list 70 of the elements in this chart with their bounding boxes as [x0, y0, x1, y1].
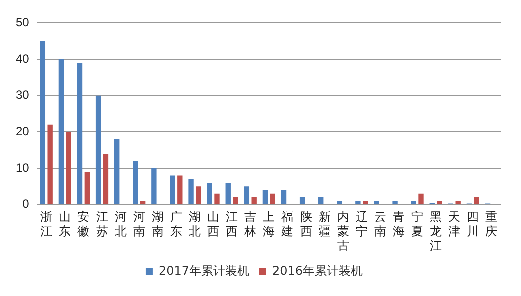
- x-tick-label: 四川: [467, 210, 480, 239]
- x-tick-label: 安徽: [78, 210, 90, 239]
- bar: [437, 201, 442, 204]
- bar: [152, 168, 157, 204]
- bar: [170, 176, 176, 204]
- x-tick-label: 广东: [170, 210, 182, 239]
- x-tick-label: 天津: [448, 210, 461, 239]
- x-tick-label: 辽宁: [356, 210, 368, 239]
- bar: [188, 179, 194, 204]
- bar: [374, 201, 380, 204]
- x-tick-label: 湖北: [188, 210, 201, 239]
- y-tick-label: 10: [16, 160, 30, 175]
- bar: [262, 190, 268, 204]
- x-tick-label: 吉林: [244, 210, 257, 239]
- bar: [363, 201, 368, 204]
- y-tick-label: 20: [16, 124, 30, 138]
- x-tick-label: 湖南: [152, 210, 164, 239]
- x-tick-label: 福建: [280, 210, 294, 239]
- y-tick-label: 50: [16, 16, 30, 30]
- bar: [214, 194, 220, 204]
- bar: [337, 201, 342, 204]
- bar: [207, 183, 212, 204]
- y-tick-label: 0: [22, 197, 30, 212]
- x-tick-label: 浙江: [40, 210, 53, 239]
- bar: [318, 198, 324, 204]
- x-tick-label: 黑龙江: [430, 210, 442, 253]
- bar: [58, 60, 64, 204]
- bar: [66, 132, 72, 204]
- bar: [270, 194, 276, 204]
- bar: [300, 198, 306, 204]
- x-tick-label: 上海: [263, 210, 276, 239]
- y-tick-label: 40: [16, 52, 30, 66]
- x-tick-label: 河南: [133, 210, 146, 239]
- legend-label: 2017年累计装机: [158, 264, 250, 278]
- bar: [474, 198, 480, 204]
- x-tick-label: 青海: [392, 210, 405, 239]
- bar: [456, 201, 461, 204]
- bar: [392, 201, 398, 204]
- bar: [140, 201, 146, 204]
- bar: [281, 190, 287, 204]
- bar: [96, 96, 102, 204]
- bar: [226, 183, 231, 204]
- x-tick-label: 宁夏: [412, 210, 424, 239]
- bar: [418, 194, 424, 204]
- x-tick-label: 山西: [208, 210, 220, 239]
- bar: [84, 172, 90, 204]
- bar: [77, 63, 83, 204]
- bar: [233, 198, 238, 204]
- bar: [133, 161, 138, 204]
- x-tick-label: 山东: [59, 210, 72, 239]
- bar: [411, 201, 416, 204]
- bar: [40, 41, 46, 204]
- bar: [178, 176, 183, 204]
- x-tick-label: 新疆: [318, 210, 331, 239]
- bar: [48, 124, 53, 204]
- bar: [103, 154, 109, 204]
- x-tick-label: 重庆: [486, 210, 498, 239]
- legend-label: 2016年累计装机: [272, 264, 364, 278]
- bar: [196, 186, 202, 204]
- x-tick-label: 云南: [374, 210, 386, 239]
- bar: [244, 186, 250, 204]
- y-tick-label: 30: [16, 88, 30, 102]
- bar: [252, 198, 257, 204]
- x-tick-label: 江西: [226, 210, 238, 239]
- x-tick-label: 河北: [114, 210, 127, 239]
- x-tick-label: 陕西: [300, 210, 312, 239]
- x-tick-label: 江苏: [96, 210, 108, 239]
- bar: [114, 139, 120, 204]
- x-tick-label: 内蒙古: [337, 210, 350, 253]
- bar: [356, 201, 361, 204]
